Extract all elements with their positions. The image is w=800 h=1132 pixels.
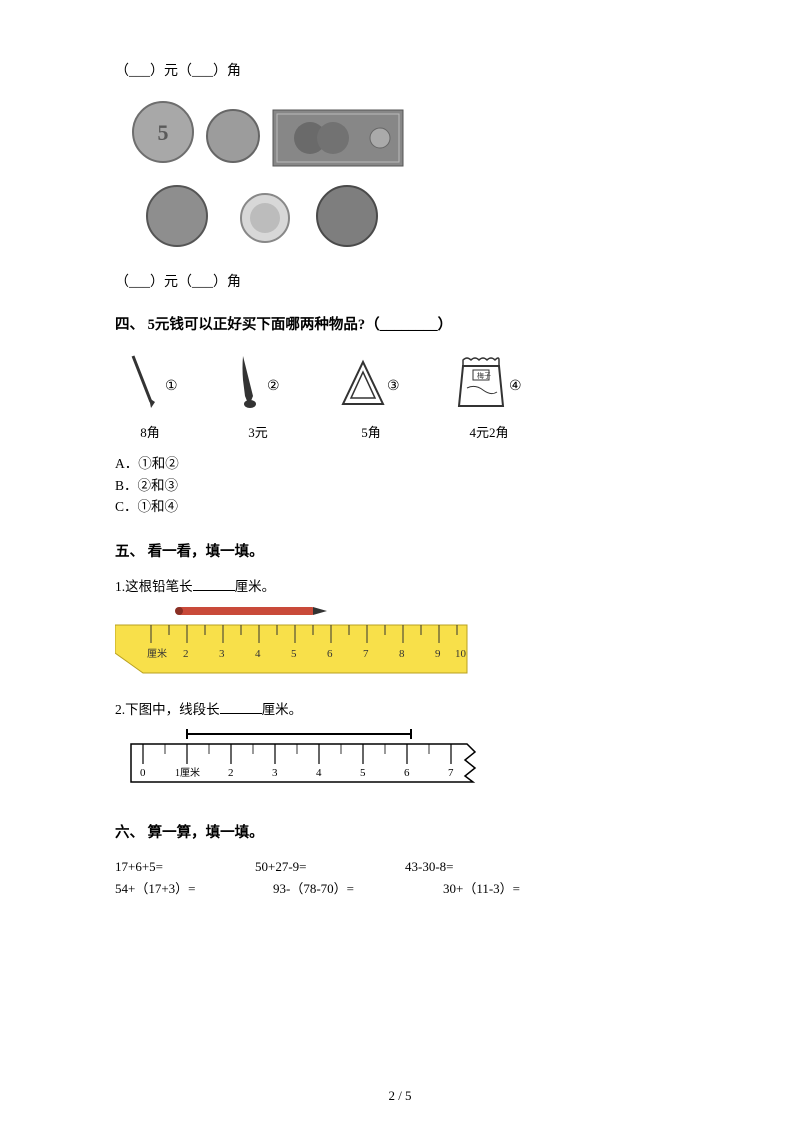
- q5-1-blank[interactable]: [193, 578, 235, 591]
- snack-bag-icon: 梅子 ④: [449, 348, 529, 418]
- svg-text:0: 0: [140, 767, 146, 779]
- calc-1-3: 43-30-8=: [405, 856, 454, 878]
- item-1: ① 8角: [115, 348, 185, 441]
- item-4: 梅子 ④ 4元2角: [449, 348, 529, 441]
- fill-blank-2: （___）元（___）角: [115, 271, 685, 291]
- item-2-price: 3元: [248, 422, 268, 441]
- svg-text:2: 2: [228, 767, 234, 779]
- page-number: 2 / 5: [0, 1088, 800, 1104]
- item-3-price: 5角: [361, 422, 381, 441]
- item-1-price: 8角: [140, 422, 160, 441]
- svg-text:③: ③: [387, 379, 400, 394]
- svg-text:3: 3: [219, 648, 225, 660]
- q5-2-text: 2.下图中，线段长 厘米。: [115, 698, 685, 718]
- svg-text:6: 6: [404, 767, 410, 779]
- svg-text:7: 7: [363, 648, 369, 660]
- calc-row-1: 17+6+5= 50+27-9= 43-30-8=: [115, 856, 685, 878]
- section-4-heading: 四、 5元钱可以正好买下面哪两种物品?（________）: [115, 313, 685, 334]
- q5-2-blank[interactable]: [220, 701, 262, 714]
- calc-2-1: 54+（17+3）=: [115, 878, 273, 900]
- q5-1-post: 厘米。: [235, 579, 276, 594]
- section-6-heading: 六、 算一算，填一填。: [115, 821, 685, 842]
- svg-text:2: 2: [183, 648, 189, 660]
- calc-1-1: 17+6+5=: [115, 856, 255, 878]
- svg-text:②: ②: [267, 379, 280, 394]
- pencil-icon: ①: [115, 348, 185, 418]
- svg-text:5: 5: [158, 120, 169, 145]
- svg-text:5: 5: [360, 767, 366, 779]
- ruler-yellow: 厘米 2 3 4 5 6 7 8 9 10: [115, 601, 685, 686]
- svg-text:厘米: 厘米: [147, 647, 167, 660]
- q5-2-post: 厘米。: [262, 702, 303, 717]
- svg-text:10: 10: [455, 648, 467, 660]
- svg-text:5: 5: [291, 648, 297, 660]
- fountain-pen-icon: ②: [223, 348, 293, 418]
- calc-1-2: 50+27-9=: [255, 856, 405, 878]
- calc-row-2: 54+（17+3）= 93-（78-70）= 30+（11-3）=: [115, 878, 685, 900]
- item-4-price: 4元2角: [469, 422, 508, 441]
- items-row: ① 8角 ② 3元 ③ 5角 梅子 ④ 4元2角: [115, 348, 685, 441]
- item-3: ③ 5角: [331, 348, 411, 441]
- q5-1-pre: 1.这根铅笔长: [115, 579, 193, 594]
- svg-text:④: ④: [509, 379, 522, 394]
- calc-grid: 17+6+5= 50+27-9= 43-30-8= 54+（17+3）= 93-…: [115, 856, 685, 900]
- option-c: C．①和④: [115, 496, 685, 518]
- money-image-1: 5: [115, 92, 685, 257]
- q5-1-text: 1.这根铅笔长 厘米。: [115, 575, 685, 595]
- svg-text:9: 9: [435, 648, 441, 660]
- svg-text:梅子: 梅子: [477, 371, 491, 380]
- option-b: B．②和③: [115, 475, 685, 497]
- q5-2-pre: 2.下图中，线段长: [115, 702, 220, 717]
- svg-text:1厘米: 1厘米: [175, 766, 200, 779]
- item-2: ② 3元: [223, 348, 293, 441]
- svg-text:8: 8: [399, 648, 405, 660]
- svg-text:①: ①: [165, 379, 178, 394]
- fill-blank-1: （___）元（___）角: [115, 60, 685, 80]
- svg-text:7: 7: [448, 767, 454, 779]
- svg-text:6: 6: [327, 648, 333, 660]
- option-a: A．①和②: [115, 453, 685, 475]
- section-5-heading: 五、 看一看，填一填。: [115, 540, 685, 561]
- calc-2-2: 93-（78-70）=: [273, 878, 443, 900]
- section-4-options: A．①和② B．②和③ C．①和④: [115, 453, 685, 518]
- svg-text:3: 3: [272, 767, 278, 779]
- triangle-ruler-icon: ③: [331, 348, 411, 418]
- svg-text:4: 4: [316, 767, 322, 779]
- calc-2-3: 30+（11-3）=: [443, 878, 520, 900]
- svg-text:4: 4: [255, 648, 261, 660]
- ruler-white: 0 1厘米 2 3 4 5 6 7: [115, 724, 685, 799]
